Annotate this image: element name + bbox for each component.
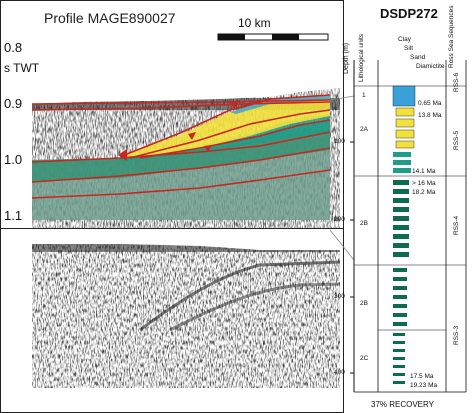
age-0-65: 0.65 Ma xyxy=(418,100,442,107)
unit-1: 1 xyxy=(362,92,366,99)
profile-title: Profile MAGE890027 xyxy=(44,10,176,26)
core-log xyxy=(350,60,467,393)
scale-bar xyxy=(217,33,329,41)
age-18-2: 18.2 Ma xyxy=(412,189,436,196)
sequence-rss3: RSS-3 xyxy=(453,325,460,345)
age-gt-16: > 16 Ma xyxy=(412,180,436,187)
twt-tick-0-8: 0.8 xyxy=(4,40,23,55)
age-17-5: 17.5 Ma xyxy=(410,373,434,380)
depth-tick-300: 300 xyxy=(334,293,345,300)
panel-divider xyxy=(0,228,344,229)
layer-rss5-yellow xyxy=(120,96,330,158)
age-19-23: 19.23 Ma xyxy=(410,382,438,389)
correlation-line-lower xyxy=(329,229,355,261)
twt-unit-label: s TWT xyxy=(4,61,40,75)
age-13-8: 13.8 Ma xyxy=(418,112,442,119)
unit-2c: 2C xyxy=(360,355,369,362)
unit-2b-lower: 2B xyxy=(360,300,368,307)
twt-tick-1-1: 1.1 xyxy=(4,208,23,223)
reflector-lines xyxy=(31,94,331,199)
unit-2b-upper: 2B xyxy=(360,220,368,227)
scale-bar-label: 10 km xyxy=(238,16,271,30)
sequence-rss6: RSS-6 xyxy=(453,72,460,92)
sequences-label: Ross Sea Sequences xyxy=(448,5,455,68)
depth-tick-400: 400 xyxy=(334,369,345,376)
twt-tick-1-0: 1.0 xyxy=(4,152,23,167)
recovery-label: 37% RECOVERY xyxy=(371,400,434,409)
lower-seismic-data xyxy=(32,244,340,388)
depth-axis-label: Depth (m) xyxy=(343,42,350,74)
correlation-line xyxy=(329,95,355,101)
age-14-1: 14.1 Ma xyxy=(412,168,436,175)
twt-tick-0-9: 0.9 xyxy=(4,96,23,111)
lithology-clay: Clay xyxy=(398,36,412,43)
core-title: DSDP272 xyxy=(380,6,438,21)
lithology-sand: Sand xyxy=(410,54,426,61)
depth-tick-100: 100 xyxy=(334,138,345,145)
lithological-units-label: Lithological units xyxy=(358,33,365,82)
sequence-rss4: RSS-4 xyxy=(453,215,460,235)
unit-2a: 2A xyxy=(360,126,368,133)
depth-tick-200: 200 xyxy=(334,216,345,223)
lithology-silt: Silt xyxy=(404,45,414,52)
lithology-diamictite: Diamictite xyxy=(416,63,445,70)
sequence-rss5: RSS-5 xyxy=(453,130,460,150)
reflector-arrows xyxy=(118,101,238,161)
